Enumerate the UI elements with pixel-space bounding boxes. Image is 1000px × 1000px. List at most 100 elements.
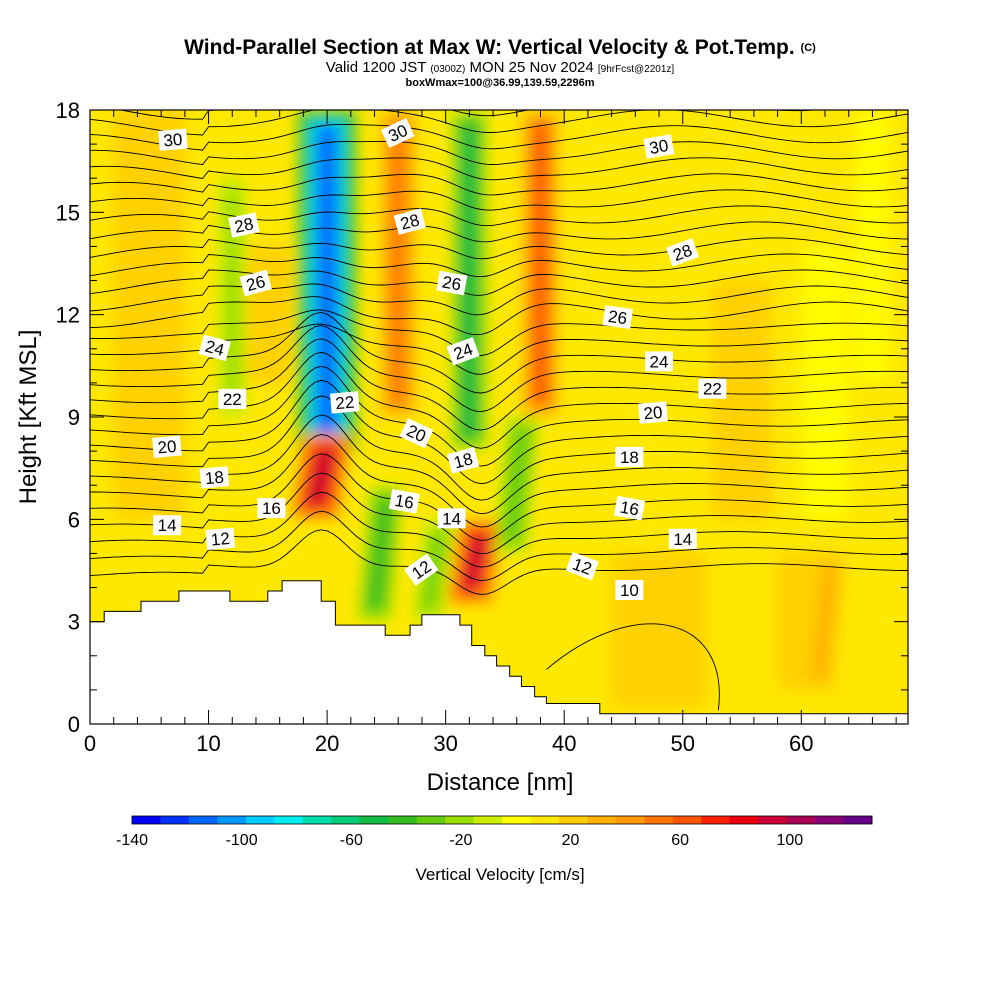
contour-label-text: 16 [393, 491, 415, 513]
chart-title: Wind-Parallel Section at Max W: Vertical… [0, 36, 1000, 60]
colorbar-swatch [644, 816, 674, 824]
theta-contour [90, 309, 908, 356]
y-tick-label: 6 [68, 507, 80, 532]
valid-utc: (0300Z) [430, 64, 466, 75]
contour-label-text: 18 [620, 448, 639, 467]
theta-contour [90, 189, 908, 211]
theta-contour [90, 325, 908, 413]
theta-contour [546, 623, 720, 711]
theta-contour [90, 123, 908, 151]
theta-contour [90, 157, 908, 181]
contour-label-text: 16 [619, 498, 641, 520]
contour-label-bg [615, 446, 644, 467]
contour-label-bg [380, 118, 415, 148]
contour-label-24: 24 [198, 334, 231, 362]
contour-label-text: 14 [158, 516, 177, 535]
contour-label-28: 28 [228, 212, 260, 238]
contour-label-bg [158, 128, 188, 151]
theta-contour [90, 221, 908, 243]
theta-contour [90, 283, 908, 316]
y-tick-label: 15 [56, 200, 80, 225]
field-patch [244, 246, 292, 383]
contour-label-text: 26 [244, 272, 267, 295]
contour-label-text: 30 [648, 136, 670, 158]
title-block: Wind-Parallel Section at Max W: Vertical… [0, 36, 1000, 89]
contour-label-text: 16 [262, 499, 281, 518]
contour-label-bg [614, 495, 646, 521]
contour-label-bg [602, 305, 633, 329]
contour-label-text: 24 [650, 352, 669, 371]
contour-label-bg [199, 466, 230, 489]
contour-label-bg [668, 528, 697, 549]
contour-label-text: 22 [335, 393, 356, 414]
x-tick-label: 60 [789, 731, 813, 756]
contour-label-12: 12 [205, 527, 236, 550]
x-tick-label: 0 [84, 731, 96, 756]
contour-label-bg [645, 351, 673, 372]
contour-label-12: 12 [565, 551, 599, 581]
velocity-core [534, 126, 547, 401]
theta-contour [90, 379, 908, 485]
contour-label-bg [152, 435, 182, 458]
colorbar-tick-label: -140 [116, 832, 148, 849]
colorbar-tick-label: -60 [340, 832, 363, 849]
theta-contour [90, 365, 908, 467]
contour-label-18: 18 [199, 466, 230, 489]
contour-label-26: 26 [602, 305, 633, 329]
valid-date: MON 25 Nov 2024 [469, 59, 594, 76]
colorbar-swatch [587, 816, 617, 824]
valid-prefix: Valid 1200 JST [325, 59, 427, 76]
velocity-core [505, 433, 529, 538]
y-axis-title: Height [Kft MSL] [15, 330, 42, 505]
x-axis-title: Distance [nm] [427, 769, 574, 796]
contour-label-bg [615, 580, 644, 600]
contour-label-bg [437, 508, 466, 529]
pot-temp-contours [90, 110, 908, 711]
contour-label-bg [565, 551, 599, 581]
contour-label-18: 18 [615, 446, 644, 467]
theta-contour [90, 472, 908, 555]
contour-label-bg [153, 515, 182, 536]
contour-label-text: 10 [620, 581, 639, 600]
theta-contour [90, 253, 908, 278]
contour-label-text: 26 [607, 307, 628, 328]
field-patch [712, 280, 772, 520]
contour-label-bg [205, 527, 236, 550]
colorbar-swatch [615, 816, 645, 824]
colorbar-swatch [245, 816, 275, 824]
contour-label-bg [446, 337, 480, 366]
velocity-core [368, 501, 393, 606]
velocity-core [461, 535, 489, 589]
colorbar-swatch [359, 816, 389, 824]
contour-label-bg [388, 489, 420, 514]
colorbar-swatch [843, 816, 873, 824]
contour-label-bg [665, 238, 700, 267]
y-tick-label: 18 [56, 98, 80, 123]
contour-label-24: 24 [645, 351, 673, 372]
contour-label-30: 30 [643, 134, 675, 159]
y-tick-label: 3 [68, 610, 80, 635]
contour-label-22: 22 [218, 388, 247, 409]
colorbar-swatch [701, 816, 731, 824]
colorbar-swatch [416, 816, 446, 824]
y-tick-label: 0 [68, 712, 80, 737]
colorbar-swatch [473, 816, 503, 824]
colorbar-swatch [502, 816, 531, 824]
contour-label-16: 16 [257, 498, 286, 519]
theta-contour [90, 269, 908, 296]
contour-label-26: 26 [436, 270, 468, 296]
theta-contour [118, 110, 820, 120]
contour-label-text: 30 [163, 130, 184, 151]
contour-label-16: 16 [388, 489, 420, 514]
contour-label-14: 14 [153, 515, 182, 536]
colorbar-swatch [132, 816, 161, 824]
contour-label-bg [393, 208, 426, 235]
colorbar-tick-label: 60 [671, 832, 689, 849]
colorbar-swatch [815, 816, 845, 824]
contour-label-22: 22 [698, 378, 727, 399]
contour-label-bg [257, 498, 286, 519]
theta-contour [90, 205, 908, 227]
contour-label-14: 14 [437, 508, 466, 529]
